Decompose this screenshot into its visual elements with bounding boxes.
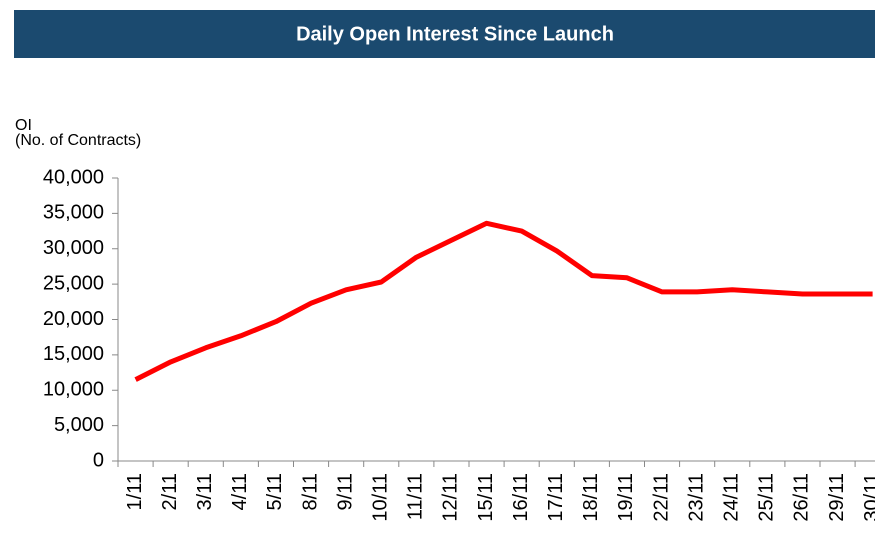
x-tick-label: 16/11 — [510, 473, 532, 522]
x-tick-label: 26/11 — [791, 473, 813, 522]
x-tick-label: 29/11 — [826, 473, 848, 522]
x-tick-label: 3/11 — [194, 473, 216, 510]
y-tick-label: 25,000 — [43, 272, 104, 294]
y-tick-label: 15,000 — [43, 343, 104, 365]
x-tick-label: 15/11 — [475, 473, 497, 522]
y-tick-label: 10,000 — [43, 379, 104, 401]
x-tick-label: 4/11 — [229, 473, 251, 510]
y-axis-label: OI — [15, 117, 32, 134]
x-tick-label: 8/11 — [299, 473, 321, 510]
x-tick-label: 17/11 — [545, 473, 567, 522]
x-tick-label: 5/11 — [264, 473, 286, 510]
x-tick-label: 2/11 — [159, 473, 181, 510]
data-line — [134, 220, 873, 382]
y-tick-label: 35,000 — [43, 202, 104, 224]
x-tick-label: 18/11 — [580, 473, 602, 522]
x-tick-label: 11/11 — [405, 473, 427, 520]
y-tick-label: 5,000 — [54, 414, 104, 436]
y-tick-label: 30,000 — [43, 237, 104, 259]
x-tick-label: 22/11 — [650, 473, 672, 522]
chart-title: Daily Open Interest Since Launch — [296, 23, 614, 45]
x-tick-label: 9/11 — [334, 473, 356, 510]
x-tick-label: 19/11 — [615, 473, 637, 522]
title-bar — [14, 10, 875, 58]
x-tick-label: 23/11 — [685, 473, 707, 522]
x-tick-label: 30/11 — [861, 473, 875, 522]
y-tick-label: 20,000 — [43, 308, 104, 330]
x-tick-label: 12/11 — [440, 473, 462, 522]
y-axis-label: (No. of Contracts) — [15, 132, 141, 149]
x-tick-label: 10/11 — [370, 473, 392, 522]
x-tick-label: 1/11 — [124, 473, 146, 510]
y-tick-label: 40,000 — [43, 166, 104, 188]
y-tick-label: 0 — [93, 449, 104, 471]
x-tick-label: 25/11 — [756, 473, 778, 522]
x-tick-label: 24/11 — [721, 473, 743, 522]
